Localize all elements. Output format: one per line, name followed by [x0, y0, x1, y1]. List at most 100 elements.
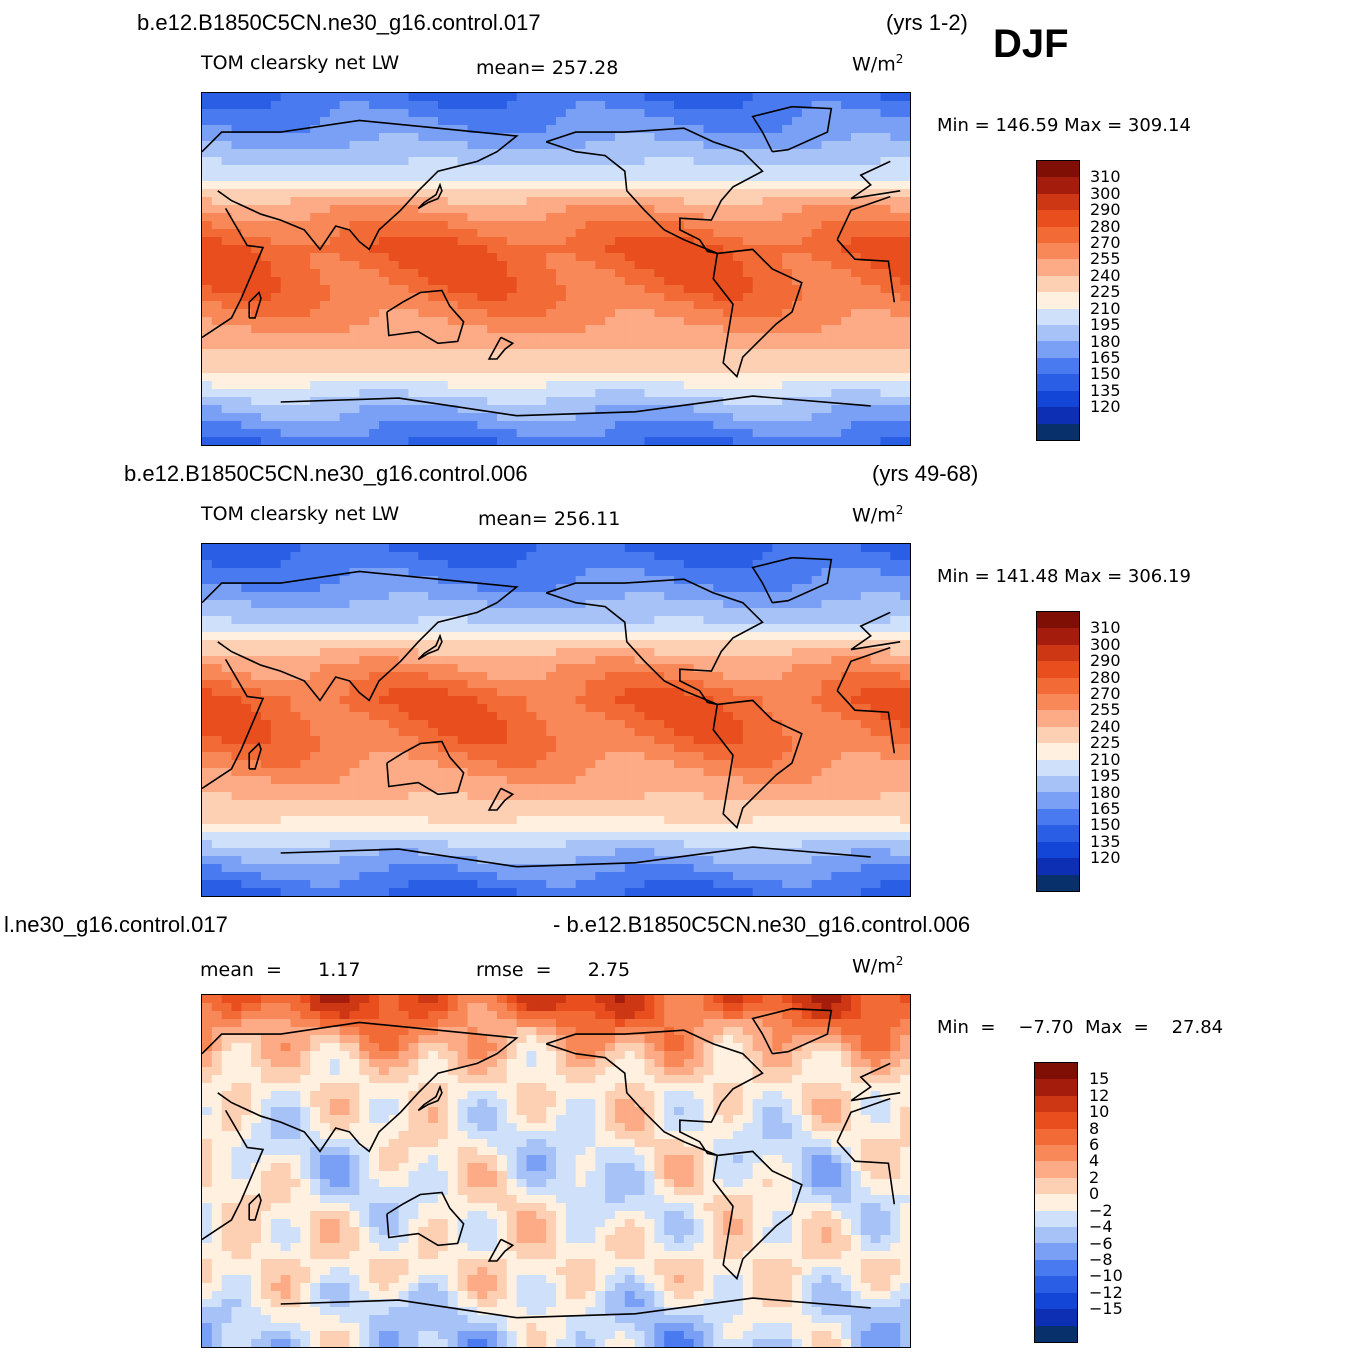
map-cell [664, 365, 675, 374]
map-cell [290, 165, 301, 174]
map-cell [752, 584, 764, 593]
map-cell [841, 389, 852, 398]
map-cell [359, 600, 370, 609]
map-cell [654, 608, 665, 617]
map-cell [526, 712, 537, 721]
map-cell [369, 680, 380, 689]
map-cell [261, 293, 272, 302]
map-cell [438, 117, 449, 126]
colorbar-box [1037, 161, 1079, 178]
map-cell [762, 405, 773, 414]
map-field [202, 544, 910, 896]
map-cell [880, 165, 891, 174]
map-cell [261, 552, 272, 561]
map-cell [329, 277, 341, 286]
map-cell [428, 165, 439, 174]
map-cell [251, 704, 262, 713]
map-cell [202, 728, 213, 737]
map-cell [860, 357, 872, 366]
map-cell [388, 277, 400, 286]
map-cell [575, 560, 587, 569]
map-cell [654, 165, 665, 174]
map-cell [644, 101, 655, 110]
map-cell [752, 189, 764, 198]
map-cell [585, 101, 596, 110]
map-cell [300, 373, 311, 382]
map-cell [359, 325, 370, 334]
map-cell [241, 608, 252, 617]
map-cell [526, 429, 537, 438]
map-cell [457, 405, 469, 414]
map-cell [202, 181, 213, 190]
map-cell [900, 341, 910, 350]
map-cell [506, 405, 518, 414]
map-cell [870, 325, 882, 334]
map-cell [310, 277, 321, 286]
map-cell [280, 664, 292, 673]
map-cell [398, 672, 410, 681]
map-cell [320, 261, 331, 270]
map-cell [723, 672, 734, 681]
map-cell [556, 397, 567, 406]
map-cell [447, 261, 459, 270]
map-cell [536, 293, 547, 302]
map-cell [388, 141, 400, 150]
map-cell [428, 680, 439, 689]
map-cell [624, 341, 636, 350]
map-cell [428, 109, 439, 118]
map-cell [546, 437, 557, 445]
map-cell [211, 592, 223, 601]
map-cell [605, 325, 616, 334]
map-cell [683, 712, 695, 721]
map-cell [447, 269, 459, 278]
map-cell [556, 349, 567, 358]
map-cell [772, 133, 783, 142]
map-cell [251, 544, 262, 553]
map-cell [752, 133, 764, 142]
map-cell [693, 349, 705, 358]
map-cell [880, 349, 891, 358]
map-cell [713, 544, 724, 553]
map-cell [811, 237, 823, 246]
map-cell [890, 656, 901, 665]
map-cell [202, 584, 213, 593]
map-cell [280, 341, 292, 350]
map-cell [526, 309, 537, 318]
map-cell [575, 640, 587, 649]
map-cell [772, 149, 783, 158]
map-cell [772, 728, 783, 737]
map-cell [231, 269, 242, 278]
map-cell [585, 349, 596, 358]
map-cell [575, 245, 587, 254]
map-cell [565, 672, 577, 681]
map-cell [811, 277, 823, 286]
map-cell [477, 245, 488, 254]
map-cell [428, 600, 439, 609]
map-cell [211, 141, 223, 150]
map-cell [605, 245, 616, 254]
map-cell [851, 157, 862, 166]
map-cell [615, 397, 626, 406]
map-cell [870, 269, 882, 278]
map-cell [742, 213, 754, 222]
map-cell [457, 229, 469, 238]
colorbar-tick-label: 225 [1090, 282, 1121, 302]
map-cell [526, 624, 537, 633]
map-cell [713, 101, 724, 110]
map-cell [388, 389, 400, 398]
map-cell [801, 720, 813, 729]
map-cell [575, 253, 587, 262]
map-cell [526, 269, 537, 278]
map-cell [595, 616, 606, 625]
map-cell [516, 405, 528, 414]
map-cell [526, 720, 537, 729]
map-cell [782, 421, 793, 430]
map-cell [241, 197, 252, 206]
map-cell [654, 728, 665, 737]
map-cell [408, 165, 419, 174]
map-cell [369, 141, 380, 150]
map-cell [683, 696, 695, 705]
map-cell [634, 101, 646, 110]
map-cell [211, 648, 223, 657]
map-cell [723, 173, 734, 182]
